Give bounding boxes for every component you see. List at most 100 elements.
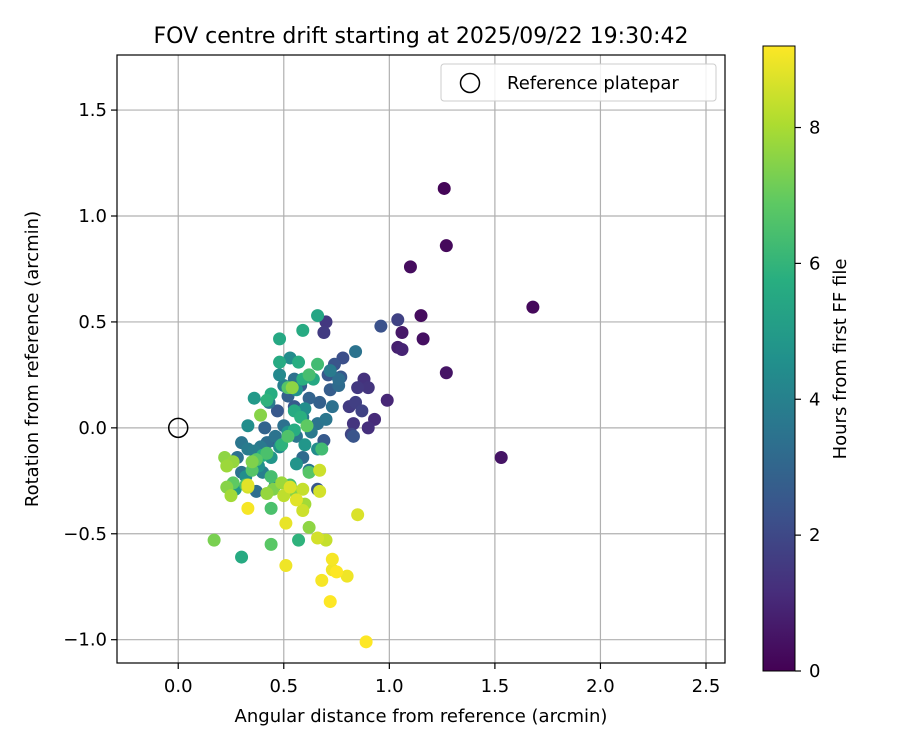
- y-tick-label: 1.5: [78, 100, 107, 121]
- data-point: [323, 595, 337, 609]
- legend: Reference platepar: [440, 63, 717, 102]
- data-point: [340, 569, 354, 583]
- y-axis-ticks: −1.0 −0.5 0.0 0.5 1.0 1.5: [63, 100, 117, 651]
- data-point: [273, 368, 287, 382]
- data-point: [241, 419, 255, 433]
- x-axis-label: Angular distance from reference (arcmin): [235, 706, 608, 727]
- colorbar-tick-label: 4: [809, 389, 820, 410]
- colorbar-tick-label: 6: [809, 253, 820, 274]
- colorbar-ticks: 0 2 4 6 8: [795, 118, 820, 682]
- data-point: [317, 326, 331, 340]
- data-point: [323, 364, 337, 378]
- data-point: [311, 309, 325, 323]
- data-point: [302, 391, 316, 405]
- data-point: [403, 260, 417, 274]
- colorbar: 0 2 4 6 8 Hours from first FF file: [762, 45, 851, 682]
- data-point: [247, 391, 261, 405]
- data-point: [270, 404, 284, 418]
- data-point: [300, 419, 314, 433]
- data-point: [296, 503, 310, 517]
- data-point: [264, 537, 278, 551]
- data-point: [302, 465, 316, 479]
- plot-frame: [116, 54, 726, 664]
- data-points: [207, 181, 540, 649]
- data-point: [289, 493, 303, 507]
- data-point: [313, 463, 327, 477]
- data-point: [346, 417, 360, 431]
- data-point: [380, 393, 394, 407]
- x-tick-label: 2.5: [692, 676, 721, 697]
- data-point: [273, 355, 287, 369]
- legend-label: Reference platepar: [507, 73, 679, 94]
- x-tick-label: 1.5: [481, 676, 510, 697]
- y-tick-label: 0.0: [78, 418, 107, 439]
- data-point: [279, 559, 293, 573]
- y-tick-label: 0.5: [78, 312, 107, 333]
- legend-box: [440, 63, 717, 102]
- chart-title: FOV centre drift starting at 2025/09/22 …: [154, 24, 689, 49]
- y-tick-label: 1.0: [78, 206, 107, 227]
- data-point: [351, 508, 365, 522]
- data-point: [264, 470, 278, 484]
- data-point: [283, 480, 297, 494]
- data-point: [325, 400, 339, 414]
- y-tick-label: −0.5: [63, 524, 107, 545]
- data-point: [374, 319, 388, 333]
- x-tick-label: 0.0: [164, 676, 193, 697]
- data-point: [349, 345, 363, 359]
- data-point: [391, 313, 405, 327]
- data-point: [355, 404, 369, 418]
- data-point: [273, 332, 287, 346]
- data-point: [235, 550, 249, 564]
- data-point: [313, 484, 327, 498]
- data-point: [494, 451, 508, 465]
- data-point: [296, 323, 310, 337]
- y-axis-label: Rotation from reference (arcmin): [22, 211, 43, 507]
- data-point: [302, 520, 316, 534]
- reference-marker: [167, 417, 189, 439]
- data-point: [260, 446, 274, 460]
- colorbar-tick-label: 2: [809, 525, 820, 546]
- colorbar-gradient: [762, 45, 796, 672]
- data-point: [296, 482, 310, 496]
- colorbar-label: Hours from first FF file: [830, 259, 851, 460]
- data-point: [264, 501, 278, 515]
- data-point: [260, 487, 274, 501]
- data-point: [254, 408, 268, 422]
- data-point: [281, 429, 295, 443]
- x-tick-label: 2.0: [586, 676, 615, 697]
- data-point: [351, 381, 365, 395]
- data-point: [260, 393, 274, 407]
- data-point: [289, 457, 303, 471]
- colorbar-tick-label: 8: [809, 118, 820, 139]
- data-point: [325, 552, 339, 566]
- x-axis-ticks: 0.0 0.5 1.0 1.5 2.0 2.5: [164, 663, 720, 697]
- data-point: [330, 565, 344, 579]
- x-tick-label: 1.0: [375, 676, 404, 697]
- data-point: [298, 438, 312, 452]
- data-point: [220, 459, 234, 473]
- data-point: [395, 326, 409, 340]
- data-point: [311, 357, 325, 371]
- data-point: [414, 309, 428, 323]
- data-point: [439, 239, 453, 253]
- data-point: [395, 342, 409, 356]
- data-point: [207, 533, 221, 547]
- data-point: [315, 573, 329, 587]
- data-point: [332, 372, 346, 386]
- data-point: [439, 366, 453, 380]
- data-point: [224, 489, 238, 503]
- data-point: [313, 395, 327, 409]
- colorbar-tick-label: 0: [809, 661, 820, 682]
- data-point: [311, 531, 325, 545]
- data-point: [361, 421, 375, 435]
- data-point: [292, 355, 306, 369]
- data-point: [285, 381, 299, 395]
- data-point: [346, 429, 360, 443]
- data-point: [315, 442, 329, 456]
- legend-marker: [459, 72, 481, 94]
- x-tick-label: 0.5: [269, 676, 298, 697]
- data-point: [319, 412, 333, 426]
- data-point: [292, 533, 306, 547]
